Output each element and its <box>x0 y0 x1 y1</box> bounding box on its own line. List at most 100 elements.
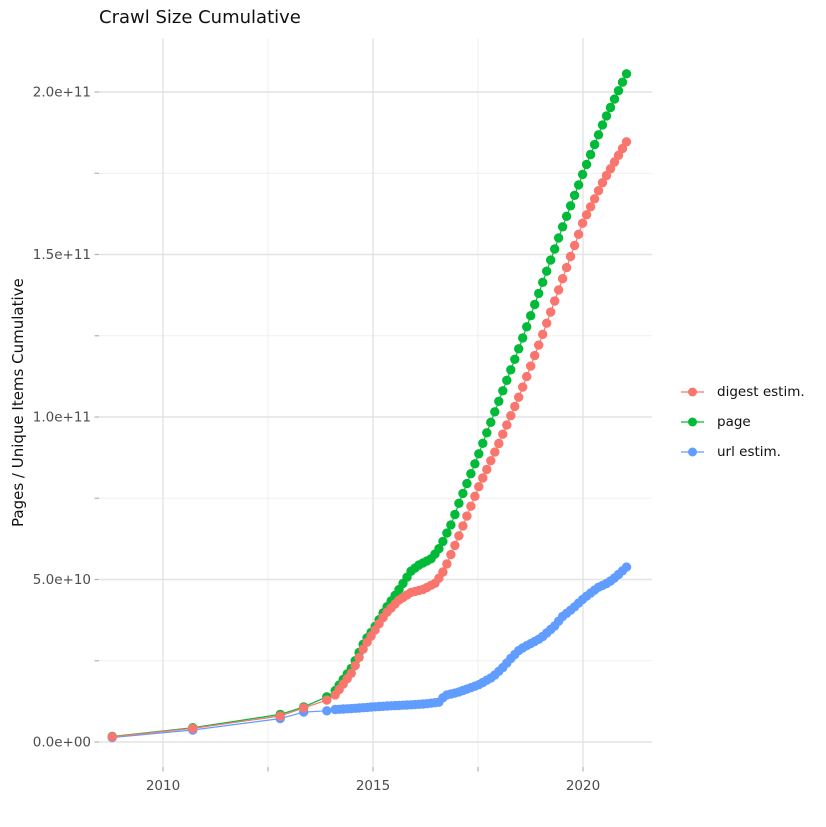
legend-key-digest-estim-icon <box>681 387 704 397</box>
minor-gridlines <box>99 38 652 767</box>
data-point-digest-estim <box>299 703 309 713</box>
y-tick-label: 0.0e+00 <box>33 735 91 751</box>
data-point-digest-estim <box>354 652 364 663</box>
data-point-page <box>502 375 512 385</box>
data-point-digest-estim <box>506 411 516 421</box>
data-point-digest-estim <box>470 491 480 501</box>
data-point-digest-estim <box>275 711 285 721</box>
data-point-digest-estim <box>605 164 616 174</box>
data-point-digest-estim <box>478 473 488 483</box>
data-point-digest-estim <box>454 531 464 541</box>
data-point-page <box>474 449 484 459</box>
x-tick-label: 2010 <box>146 778 180 794</box>
data-point-page <box>617 77 628 87</box>
data-point-digest-estim <box>621 137 632 147</box>
data-point-digest-estim <box>458 521 468 531</box>
data-point-digest-estim <box>498 429 508 439</box>
data-point-page <box>577 169 588 180</box>
x-tick-label: 2020 <box>566 778 600 794</box>
data-point-digest-estim <box>538 329 548 339</box>
data-point-digest-estim <box>561 262 572 273</box>
data-point-digest-estim <box>490 447 500 457</box>
data-point-page <box>534 288 544 299</box>
y-axis-tick-labels: 0.0e+00 5.0e+10 1.0e+11 1.5e+11 2.0e+11 <box>33 85 91 751</box>
data-point-digest-estim <box>589 194 600 204</box>
data-point-page <box>494 396 504 406</box>
data-point-page <box>454 498 464 508</box>
data-point-digest-estim <box>188 723 198 734</box>
data-point-digest-estim <box>546 307 556 317</box>
data-point-digest-estim <box>573 229 584 239</box>
data-point-digest-estim <box>358 644 368 654</box>
legend-label: url estim. <box>717 444 781 460</box>
series-digest-estim <box>107 137 632 742</box>
data-point-digest-estim <box>530 350 540 361</box>
legend-label: digest estim. <box>717 384 805 400</box>
data-point-page <box>510 354 520 364</box>
y-tick-label: 5.0e+10 <box>33 572 91 588</box>
y-tick-label: 1.5e+11 <box>33 247 91 263</box>
data-point-digest-estim <box>565 251 576 262</box>
data-point-page <box>514 344 524 354</box>
data-point-digest-estim <box>514 392 524 402</box>
data-point-url-estim <box>621 562 632 572</box>
data-point-digest-estim <box>581 210 592 220</box>
data-point-page <box>553 233 564 243</box>
data-point-page <box>561 211 572 221</box>
data-point-digest-estim <box>462 511 472 521</box>
y-axis-title: Pages / Unique Items Cumulative <box>9 278 27 527</box>
data-point-page <box>458 488 468 499</box>
data-point-digest-estim <box>585 202 596 212</box>
x-tick-label: 2015 <box>356 778 390 794</box>
data-point-page <box>557 222 568 232</box>
data-point-digest-estim <box>613 150 624 160</box>
data-point-page <box>530 299 540 310</box>
data-point-page <box>546 255 556 265</box>
data-point-page <box>550 244 560 254</box>
data-point-page <box>518 333 528 343</box>
legend-item-page: page <box>681 407 805 437</box>
data-point-digest-estim <box>322 695 332 705</box>
data-point-page <box>450 509 460 520</box>
data-point-digest-estim <box>522 371 532 382</box>
legend: digest estim. page url estim. <box>681 377 805 467</box>
data-point-page <box>498 386 508 396</box>
data-point-digest-estim <box>526 361 536 371</box>
legend-key-page-icon <box>681 417 704 427</box>
chart-title: Crawl Size Cumulative <box>99 7 301 28</box>
data-point-page <box>506 365 516 375</box>
legend-key-url-estim-icon <box>681 447 704 457</box>
data-point-page <box>621 69 632 79</box>
data-point-page <box>470 459 480 469</box>
data-point-page <box>613 86 624 96</box>
data-point-page <box>597 120 608 130</box>
data-point-page <box>462 478 472 489</box>
data-point-page <box>442 528 452 538</box>
data-point-page <box>542 266 552 276</box>
data-point-digest-estim <box>482 464 492 475</box>
data-point-digest-estim <box>446 549 456 560</box>
data-point-digest-estim <box>350 660 360 671</box>
data-point-page <box>609 94 620 104</box>
data-point-page <box>538 277 548 287</box>
data-point-digest-estim <box>346 668 356 678</box>
data-point-page <box>569 190 580 200</box>
data-point-digest-estim <box>450 540 460 551</box>
data-point-digest-estim <box>569 240 580 251</box>
axis-tick-marks <box>94 91 584 772</box>
data-point-digest-estim <box>474 482 484 492</box>
data-point-digest-estim <box>577 218 588 228</box>
data-point-digest-estim <box>466 501 476 511</box>
data-point-page <box>573 180 584 190</box>
data-point-digest-estim <box>510 401 520 412</box>
data-point-page <box>589 139 600 150</box>
data-point-page <box>522 322 532 332</box>
legend-item-url-estim: url estim. <box>681 437 805 467</box>
data-point-page <box>526 311 536 321</box>
data-point-digest-estim <box>597 178 608 188</box>
data-point-digest-estim <box>494 438 504 449</box>
data-point-page <box>446 520 456 530</box>
legend-label: page <box>717 414 751 430</box>
